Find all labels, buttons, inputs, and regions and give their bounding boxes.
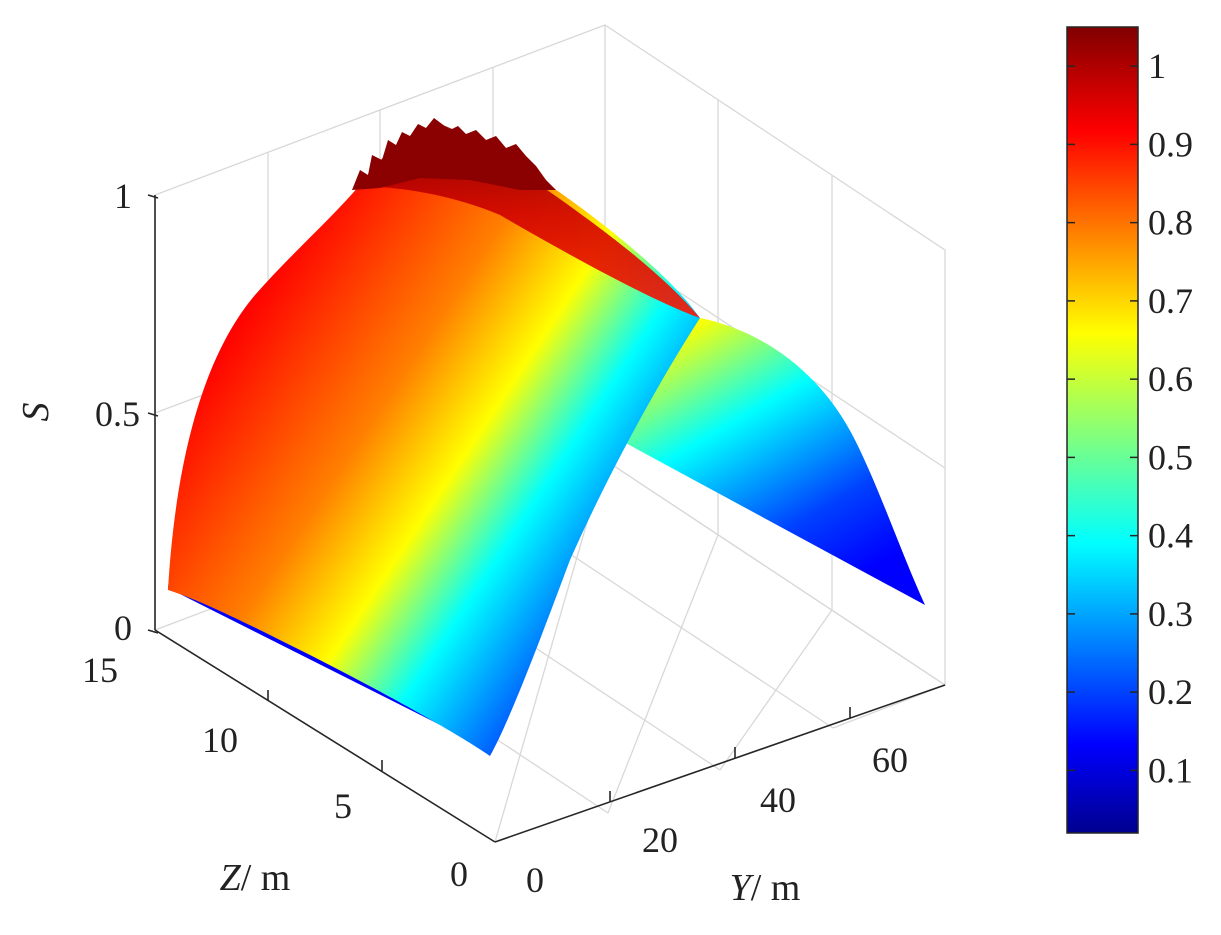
z-axis-var: Z — [220, 857, 242, 899]
surface — [168, 118, 925, 756]
colorbar: 0.1 0.2 0.3 0.4 0.5 0.6 0.7 0.8 0.9 1 — [1066, 26, 1193, 834]
y-tick-labels: 15 10 5 0 — [82, 650, 468, 894]
colorbar-ticks: 0.1 0.2 0.3 0.4 0.5 0.6 0.7 0.8 0.9 1 — [1067, 46, 1193, 790]
colorbar-tick-label: 0.6 — [1148, 359, 1193, 399]
x-tick-label: 60 — [872, 740, 908, 780]
y-axis-var: Y — [730, 867, 755, 909]
colorbar-tick-label: 0.3 — [1148, 594, 1193, 634]
x-tick-label: 40 — [760, 780, 796, 820]
colorbar-tick-label: 0.8 — [1148, 203, 1193, 243]
y-tick-label: 10 — [202, 720, 238, 760]
colorbar-tick-label: 0.7 — [1148, 281, 1193, 321]
y-tick-label: 0 — [450, 854, 468, 894]
colorbar-tick-label: 0.4 — [1148, 516, 1193, 556]
surface-front — [168, 125, 700, 756]
z-tick-label: 1 — [114, 176, 132, 216]
colorbar-tick-label: 1 — [1148, 46, 1166, 86]
y-axis-unit: / m — [751, 867, 801, 909]
s-axis-label: S — [15, 403, 57, 422]
surface-peak-noise — [352, 118, 556, 190]
y-axis-label: Y/ m — [730, 867, 801, 909]
z-tick-label: 0 — [114, 608, 132, 648]
z-axis-label: Z/ m — [220, 857, 291, 899]
colorbar-tick-label: 0.5 — [1148, 437, 1193, 477]
x-tick-labels: 0 20 40 60 — [526, 740, 908, 900]
y-tick-label: 5 — [334, 786, 352, 826]
axes — [147, 194, 946, 843]
colorbar-tick-label: 0.2 — [1148, 672, 1193, 712]
z-axis-unit: / m — [241, 857, 291, 899]
x-tick-label: 0 — [526, 860, 544, 900]
z-tick-labels: 1 0.5 0 — [95, 176, 140, 648]
colorbar-tick-label: 0.9 — [1148, 124, 1193, 164]
colorbar-gradient — [1066, 26, 1139, 834]
colorbar-tick-label: 0.1 — [1148, 750, 1193, 790]
z-tick-label: 0.5 — [95, 394, 140, 434]
x-tick-label: 20 — [642, 820, 678, 860]
surface-far-side — [620, 318, 925, 605]
y-tick-label: 15 — [82, 650, 118, 690]
